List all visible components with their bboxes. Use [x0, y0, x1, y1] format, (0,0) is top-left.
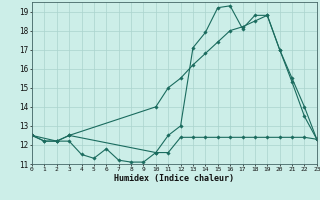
X-axis label: Humidex (Indice chaleur): Humidex (Indice chaleur) — [115, 174, 234, 183]
